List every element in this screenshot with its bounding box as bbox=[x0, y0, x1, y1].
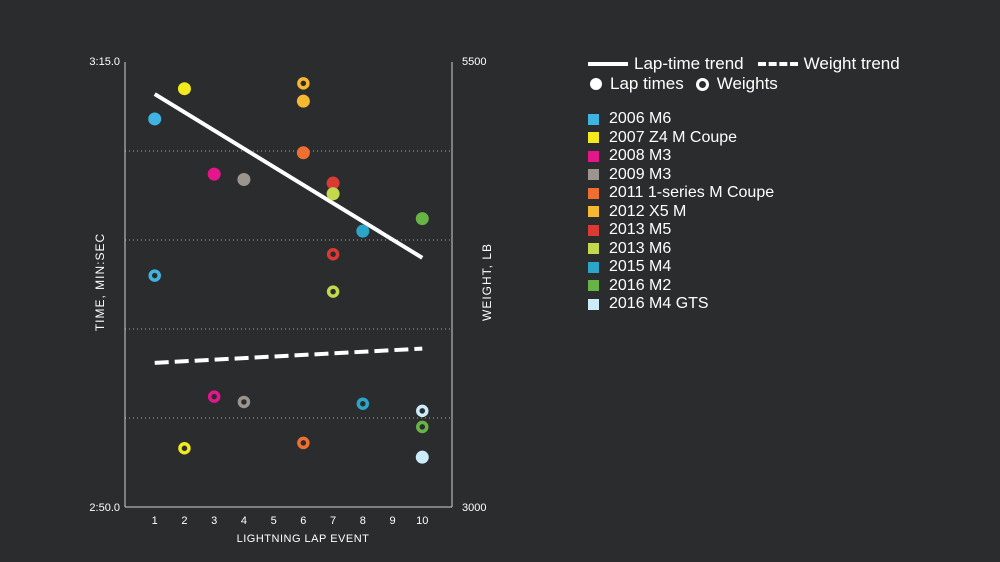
legend-marker-row: Lap times Weights bbox=[588, 74, 988, 94]
lap-time-point bbox=[326, 176, 340, 190]
x-tick-label: 9 bbox=[389, 515, 395, 527]
lap-time-point bbox=[237, 172, 251, 186]
legend-model-item: 2011 1-series M Coupe bbox=[588, 184, 988, 203]
color-swatch-icon bbox=[588, 298, 599, 310]
y-left-tick-top: 3:15.0 bbox=[89, 56, 120, 68]
y-right-tick-top: 5500 bbox=[462, 56, 486, 68]
legend-model-item: 2006 M6 bbox=[588, 110, 988, 129]
weight-point bbox=[178, 442, 191, 455]
x-tick-label: 10 bbox=[416, 515, 428, 527]
weight-trend-line bbox=[154, 346, 423, 365]
legend-model-label: 2013 M6 bbox=[609, 239, 672, 257]
legend-trend-row: Lap-time trend Weight trend bbox=[588, 54, 988, 74]
legend-model-label: 2016 M4 GTS bbox=[609, 295, 709, 313]
gridlines bbox=[125, 150, 452, 419]
x-tick-label: 2 bbox=[181, 515, 187, 527]
lap-time-point bbox=[296, 146, 310, 160]
data-points bbox=[148, 77, 429, 464]
x-tick-label: 6 bbox=[300, 515, 306, 527]
weight-point bbox=[297, 436, 310, 450]
legend-model-label: 2013 M5 bbox=[609, 221, 672, 239]
trend-lines bbox=[153, 92, 424, 365]
x-tick-label: 8 bbox=[360, 515, 366, 527]
legend-lap-trend: Lap-time trend bbox=[634, 54, 744, 73]
weight-point bbox=[326, 247, 340, 261]
legend-model-item: 2012 X5 M bbox=[588, 203, 988, 222]
lap-time-point bbox=[415, 450, 429, 464]
legend-weights: Weights bbox=[716, 74, 778, 93]
weight-point bbox=[237, 395, 251, 409]
x-axis-label: LIGHTNING LAP EVENT bbox=[237, 533, 370, 545]
color-swatch-icon bbox=[588, 113, 599, 125]
color-swatch-icon bbox=[588, 150, 599, 162]
legend-weight-trend: Weight trend bbox=[803, 54, 900, 73]
legend-model-label: 2012 X5 M bbox=[609, 202, 687, 220]
color-swatch-icon bbox=[588, 243, 599, 255]
lap-time-point bbox=[207, 167, 221, 181]
legend-model-label: 2015 M4 bbox=[609, 258, 672, 276]
legend-model-item: 2015 M4 bbox=[588, 258, 988, 277]
legend-model-label: 2006 M6 bbox=[609, 110, 672, 128]
legend-model-list: 2006 M6 2007 Z4 M Coupe 2008 M3 2009 M3 2011… bbox=[588, 110, 988, 314]
solid-line-icon bbox=[588, 62, 628, 66]
color-swatch-icon bbox=[588, 261, 599, 273]
legend-model-item: 2013 M6 bbox=[588, 240, 988, 259]
legend-model-item: 2007 Z4 M Coupe bbox=[588, 129, 988, 148]
weight-point bbox=[416, 404, 429, 418]
legend-model-label: 2008 M3 bbox=[609, 147, 672, 165]
weight-point bbox=[326, 285, 340, 298]
x-tick-label: 4 bbox=[241, 515, 247, 527]
legend-model-item: 2013 M5 bbox=[588, 221, 988, 240]
x-tick-label: 1 bbox=[152, 515, 158, 527]
color-swatch-icon bbox=[588, 280, 599, 292]
weight-point bbox=[207, 390, 221, 403]
legend-model-label: 2009 M3 bbox=[609, 165, 672, 183]
lap-time-point bbox=[148, 112, 162, 126]
x-tick-label: 3 bbox=[211, 515, 217, 527]
legend-model-item: 2008 M3 bbox=[588, 147, 988, 166]
x-tick-label: 7 bbox=[330, 515, 336, 527]
y-right-axis-label: WEIGHT, LB bbox=[480, 243, 494, 321]
weight-point bbox=[297, 77, 310, 90]
lap-time-trend-line bbox=[153, 92, 424, 260]
legend: Lap-time trend Weight trend Lap times We… bbox=[588, 54, 988, 314]
lap-time-point bbox=[177, 82, 191, 96]
color-swatch-icon bbox=[588, 224, 599, 236]
dashed-line-icon bbox=[757, 62, 798, 66]
color-swatch-icon bbox=[588, 169, 599, 181]
lap-time-point bbox=[356, 224, 370, 238]
legend-model-label: 2011 1-series M Coupe bbox=[609, 184, 775, 202]
lap-time-point bbox=[415, 212, 429, 226]
solid-dot-icon bbox=[590, 78, 602, 90]
legend-model-item: 2016 M4 GTS bbox=[588, 295, 988, 314]
ring-dot-icon bbox=[695, 77, 709, 91]
color-swatch-icon bbox=[588, 187, 599, 199]
lap-time-point bbox=[326, 187, 340, 201]
y-right-tick-bottom: 3000 bbox=[462, 502, 486, 514]
color-swatch-icon bbox=[588, 206, 599, 218]
lap-time-point bbox=[296, 94, 310, 108]
x-tick-label: 5 bbox=[271, 515, 277, 527]
weight-point bbox=[356, 397, 370, 411]
legend-model-label: 2007 Z4 M Coupe bbox=[609, 128, 738, 146]
x-tick-labels: 1 2 3 4 5 6 7 8 9 10 bbox=[152, 515, 429, 527]
weight-point bbox=[148, 269, 161, 282]
y-left-axis-label: TIME, MIN:SEC bbox=[93, 233, 107, 331]
legend-model-item: 2016 M2 bbox=[588, 277, 988, 296]
legend-model-item: 2009 M3 bbox=[588, 166, 988, 185]
y-left-tick-bottom: 2:50.0 bbox=[89, 502, 120, 514]
color-swatch-icon bbox=[588, 132, 599, 144]
legend-model-label: 2016 M2 bbox=[609, 276, 672, 294]
weight-point bbox=[416, 420, 429, 434]
legend-lap-times: Lap times bbox=[610, 74, 684, 93]
